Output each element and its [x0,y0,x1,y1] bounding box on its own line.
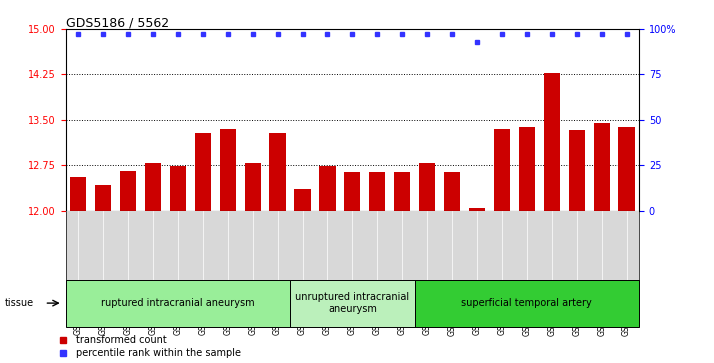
Text: percentile rank within the sample: percentile rank within the sample [76,348,241,358]
Text: transformed count: transformed count [76,335,166,345]
Bar [66,280,290,327]
Bar [170,166,186,211]
Bar [195,133,211,211]
Bar [419,163,436,211]
Text: ruptured intracranial aneurysm: ruptured intracranial aneurysm [101,298,255,308]
Bar [543,73,560,211]
Text: superficial temporal artery: superficial temporal artery [461,298,592,308]
Text: tissue: tissue [5,298,34,308]
Bar [469,208,485,211]
Bar [344,172,361,211]
Bar [568,130,585,211]
Bar [269,133,286,211]
Bar [220,129,236,211]
Bar [394,172,411,211]
Text: unruptured intracranial
aneurysm: unruptured intracranial aneurysm [296,292,409,314]
Bar [369,172,386,211]
Bar [319,166,336,211]
Bar [593,123,610,211]
Bar [294,189,311,211]
Bar [70,177,86,211]
Bar [618,127,635,211]
Bar [120,171,136,211]
Bar [415,280,639,327]
Bar [95,185,111,211]
Text: GDS5186 / 5562: GDS5186 / 5562 [66,16,169,29]
Bar [290,280,415,327]
Bar [444,172,460,211]
Bar [245,163,261,211]
Bar [519,127,535,211]
Bar [145,163,161,211]
Bar [494,129,510,211]
